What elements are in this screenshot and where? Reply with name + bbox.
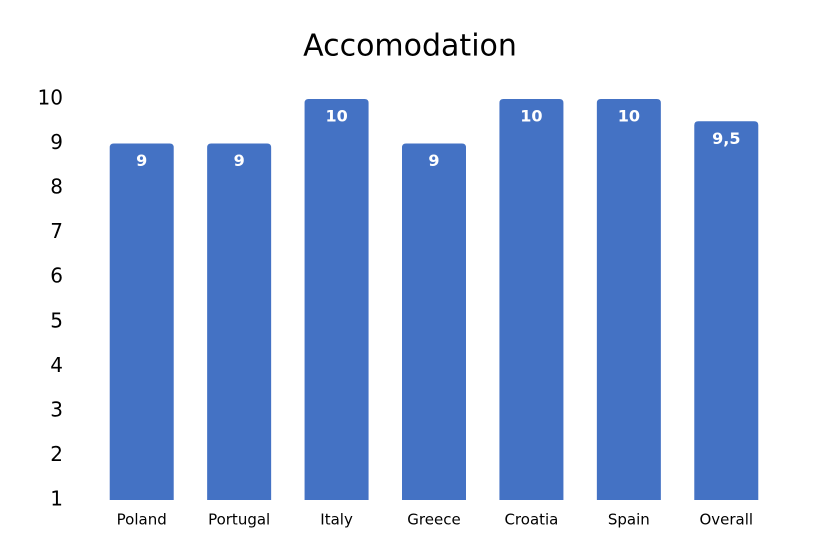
value-label: 9 — [428, 151, 439, 170]
bar — [694, 121, 759, 501]
x-tick-label: Poland — [117, 511, 167, 529]
y-tick-label: 9 — [50, 130, 63, 154]
bar — [596, 99, 661, 500]
y-tick-label: 10 — [38, 86, 63, 110]
value-label: 10 — [520, 107, 542, 126]
value-label: 9 — [136, 151, 147, 170]
value-label: 9,5 — [712, 129, 740, 148]
bar — [207, 143, 272, 501]
value-label: 10 — [325, 107, 347, 126]
value-label: 9 — [234, 151, 245, 170]
x-tick-label: Croatia — [504, 511, 558, 529]
y-tick-label: 7 — [50, 219, 63, 243]
chart-title: Accomodation — [303, 29, 517, 64]
x-tick-label: Italy — [320, 511, 353, 529]
x-tick-label: Overall — [699, 511, 753, 529]
y-tick-label: 1 — [50, 487, 63, 511]
y-tick-label: 3 — [50, 397, 63, 421]
x-tick-label: Spain — [608, 511, 650, 529]
y-tick-label: 4 — [50, 353, 63, 377]
value-label: 10 — [618, 107, 640, 126]
bar — [109, 143, 174, 501]
y-tick-label: 5 — [50, 308, 63, 332]
y-tick-label: 8 — [50, 175, 63, 199]
bar — [402, 143, 466, 501]
x-tick-label: Portugal — [208, 511, 270, 529]
bar — [304, 99, 369, 500]
x-tick-label: Greece — [407, 511, 460, 529]
y-tick-label: 6 — [50, 264, 63, 288]
y-tick-label: 2 — [50, 442, 63, 466]
bar — [499, 99, 564, 500]
